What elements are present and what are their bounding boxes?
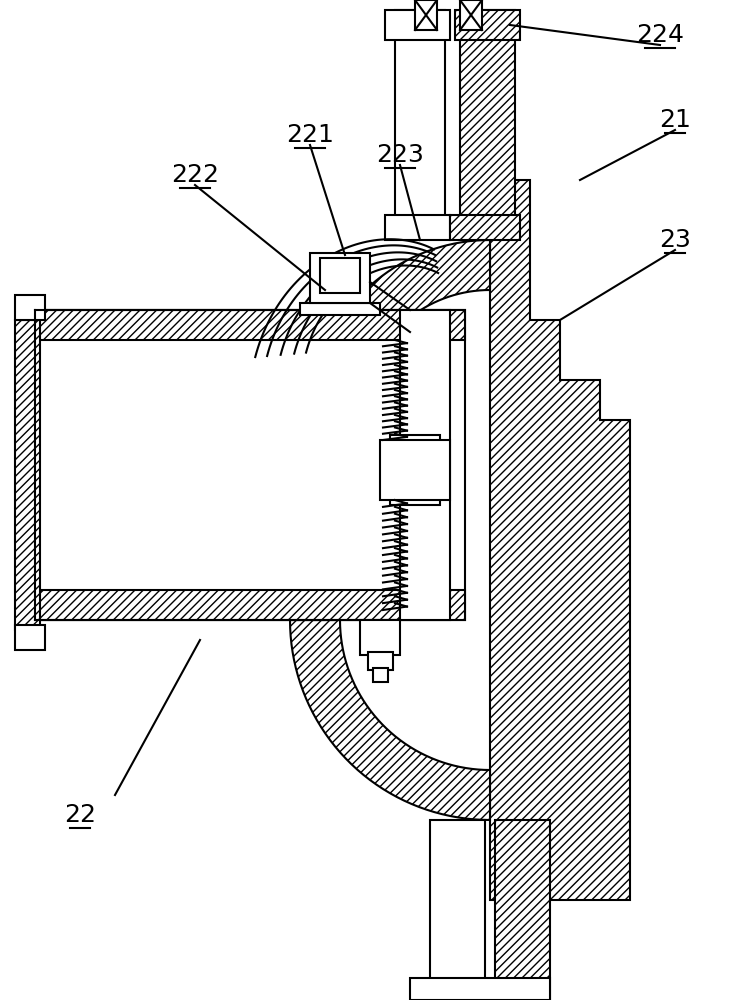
Text: 21: 21 [659,108,691,132]
Bar [460,10,515,220]
Polygon shape [310,240,490,420]
Bar [310,253,370,303]
Bar [455,10,520,40]
Bar [15,625,45,650]
Bar [360,620,400,655]
Text: 23: 23 [659,228,691,252]
Bar [300,303,380,315]
Bar [380,440,450,500]
Bar [320,258,360,293]
Bar [395,10,445,220]
Bar [390,435,440,505]
Polygon shape [290,620,490,820]
Polygon shape [490,180,630,900]
Bar [15,295,45,320]
Bar [415,0,437,30]
Text: 222: 222 [171,163,219,187]
Bar [410,978,550,1000]
Bar [450,215,520,240]
Bar [35,310,465,340]
Text: 22: 22 [64,803,96,827]
Text: 221: 221 [286,123,334,147]
Bar [430,820,485,1000]
Text: 223: 223 [376,143,424,167]
Bar [35,590,465,620]
Bar [410,320,440,600]
Bar [368,652,393,670]
Text: 224: 224 [636,23,684,47]
Bar [385,215,450,240]
Bar [15,320,40,630]
Bar [35,310,465,620]
Bar [373,668,388,682]
Bar [385,10,450,40]
Bar [400,310,450,620]
Bar [460,0,482,30]
Bar [495,820,550,1000]
